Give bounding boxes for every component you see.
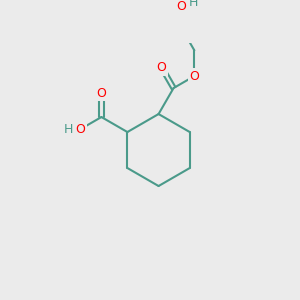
Text: O: O	[97, 86, 106, 100]
Text: O: O	[76, 122, 85, 136]
Text: H: H	[189, 0, 198, 9]
Text: O: O	[189, 70, 199, 83]
Text: H: H	[64, 122, 73, 136]
Text: O: O	[157, 61, 166, 74]
Text: O: O	[177, 0, 186, 13]
